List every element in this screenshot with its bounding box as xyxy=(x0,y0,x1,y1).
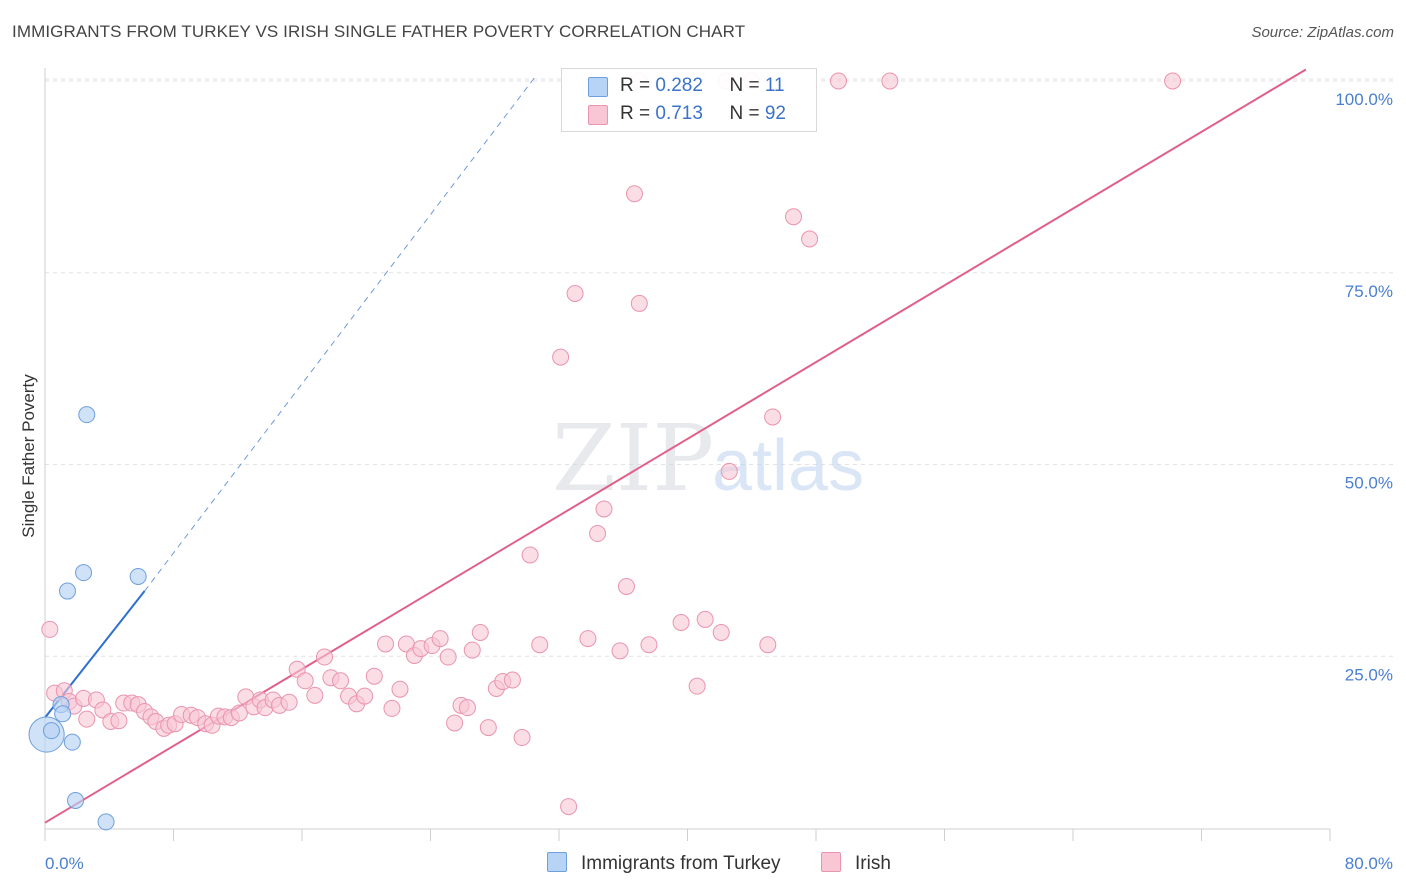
legend-r-value-irish: 0.713 xyxy=(655,103,703,124)
legend-r-value-turkey: 0.282 xyxy=(655,75,703,96)
irish-point xyxy=(356,687,374,705)
x-tick-label: 0.0% xyxy=(45,854,84,873)
irish-point xyxy=(801,230,819,248)
legend-n-value-irish: 92 xyxy=(764,103,786,124)
irish-point xyxy=(640,636,658,654)
irish-point xyxy=(764,408,782,426)
x-tick-label: 80.0% xyxy=(1345,854,1393,873)
turkey-point xyxy=(129,567,147,585)
irish-point xyxy=(696,610,714,628)
irish-point xyxy=(479,719,497,737)
irish-point xyxy=(94,701,112,719)
irish-point xyxy=(881,72,899,90)
irish-legend-swatch xyxy=(821,852,841,872)
irish-point xyxy=(720,462,738,480)
irish-point xyxy=(595,500,613,518)
irish-point xyxy=(579,630,597,648)
irish-point xyxy=(315,648,333,666)
legend-r-label: R = xyxy=(620,103,656,124)
irish-point xyxy=(332,672,350,690)
irish-point xyxy=(611,642,629,660)
y-axis-label: Single Father Poverty xyxy=(19,374,38,538)
irish-point xyxy=(446,714,464,732)
irish-point xyxy=(230,704,248,722)
y-tick-label: 25.0% xyxy=(1345,665,1393,684)
grid-lines xyxy=(45,78,1395,657)
irish-point xyxy=(513,729,531,747)
irish-point xyxy=(712,623,730,641)
correlation-legend: R = 0.282 N = 11 R = 0.713 N = 92 xyxy=(561,68,817,132)
tick-labels: 25.0% 50.0% 75.0% 100.0% 0.0% 80.0% xyxy=(45,90,1393,873)
watermark: ZIP atlas xyxy=(552,405,864,512)
irish-point xyxy=(383,699,401,717)
irish-point xyxy=(458,699,476,717)
irish-point xyxy=(630,294,648,312)
irish-point xyxy=(463,641,481,659)
bottom-legend-turkey: Immigrants from Turkey xyxy=(547,852,781,875)
turkey-trend-extension xyxy=(144,76,536,592)
irish-point xyxy=(759,636,777,654)
irish-swatch xyxy=(588,105,608,125)
irish-point xyxy=(785,208,803,226)
irish-point xyxy=(296,672,314,690)
source-label: Source: ZipAtlas.com xyxy=(1251,24,1394,41)
y-tick-label: 75.0% xyxy=(1345,282,1393,301)
irish-point xyxy=(1164,72,1182,90)
turkey-point xyxy=(75,564,93,582)
irish-point xyxy=(503,671,521,689)
irish-point xyxy=(531,636,549,654)
chart-title: IMMIGRANTS FROM TURKEY VS IRISH SINGLE F… xyxy=(12,22,746,41)
turkey-point xyxy=(42,722,60,740)
irish-point xyxy=(589,525,607,543)
turkey-point xyxy=(54,705,72,723)
irish-point xyxy=(280,693,298,711)
irish-point xyxy=(365,667,383,685)
turkey-point xyxy=(67,791,85,809)
turkey-point xyxy=(58,582,76,600)
irish-point xyxy=(829,72,847,90)
data-points xyxy=(28,72,1182,831)
irish-point xyxy=(391,680,409,698)
irish-point xyxy=(560,798,578,816)
irish-point xyxy=(306,686,324,704)
turkey-point xyxy=(78,406,96,424)
irish-point xyxy=(566,284,584,302)
turkey-point xyxy=(97,813,115,831)
legend-n-value-turkey: 11 xyxy=(764,75,785,96)
turkey-legend-swatch xyxy=(547,852,567,872)
irish-legend-label: Irish xyxy=(855,853,891,874)
y-tick-label: 50.0% xyxy=(1345,474,1393,493)
irish-point xyxy=(552,348,570,366)
irish-point xyxy=(471,623,489,641)
irish-point xyxy=(41,620,59,638)
watermark-zip: ZIP xyxy=(552,405,714,512)
turkey-swatch xyxy=(588,77,608,97)
turkey-legend-label: Immigrants from Turkey xyxy=(581,853,781,874)
turkey-point xyxy=(63,733,81,751)
watermark-atlas: atlas xyxy=(712,426,864,506)
irish-point xyxy=(288,660,306,678)
irish-point xyxy=(617,577,635,595)
irish-point xyxy=(688,677,706,695)
irish-point xyxy=(377,635,395,653)
irish-point xyxy=(110,712,128,730)
irish-point xyxy=(439,648,457,666)
legend-n-label: N = xyxy=(729,75,765,96)
bottom-legend-irish: Irish xyxy=(821,852,891,875)
irish-point xyxy=(431,630,449,648)
legend-n-label: N = xyxy=(729,103,765,124)
irish-point xyxy=(625,185,643,203)
y-tick-label: 100.0% xyxy=(1335,90,1393,109)
irish-point xyxy=(672,614,690,632)
axes xyxy=(44,68,1331,841)
irish-point xyxy=(78,710,96,728)
legend-r-label: R = xyxy=(620,75,656,96)
irish-point xyxy=(521,546,539,564)
